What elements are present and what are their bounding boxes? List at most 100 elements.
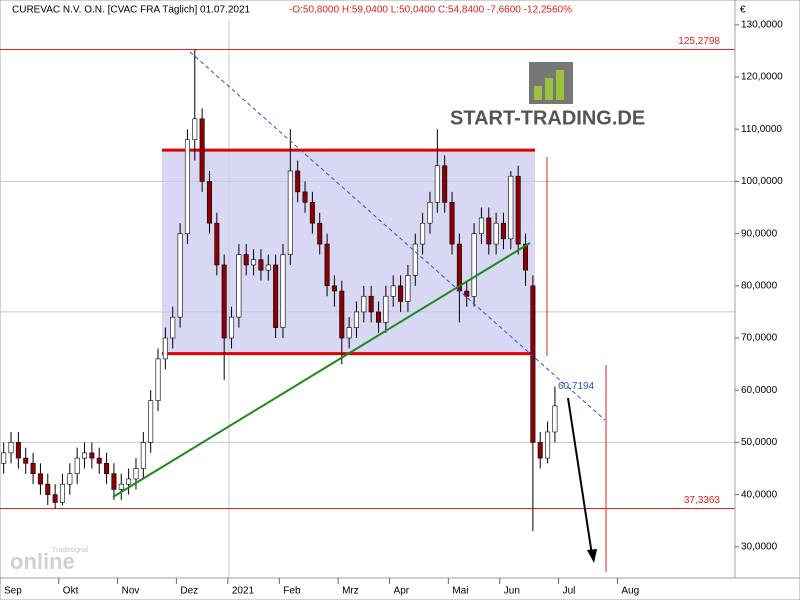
x-tick-label: Feb: [283, 586, 301, 597]
plot: [0, 48, 735, 532]
logo-bar: [545, 78, 553, 100]
candle-body: [251, 259, 257, 266]
x-tick-label: Mrz: [342, 586, 359, 597]
candle-body: [383, 295, 389, 323]
chart-title: CUREVAC N.V. O.N. [CVAC FRA Täglich] 01.…: [12, 5, 251, 16]
candle-body: [82, 452, 88, 459]
arrow-line: [567, 397, 593, 556]
candle-body: [493, 222, 499, 245]
candle-body: [324, 243, 330, 287]
candle-body: [500, 222, 506, 240]
candle-body: [140, 442, 146, 469]
candle-body: [295, 170, 301, 193]
candle-body: [523, 243, 529, 271]
candle-body: [162, 337, 168, 360]
candle-body: [412, 243, 418, 276]
candle-body: [339, 290, 345, 339]
candle-body: [170, 316, 176, 339]
y-tick-label: 70,0000: [741, 333, 778, 344]
candle-body: [243, 254, 249, 266]
watermark: Tradesignal online: [10, 547, 89, 574]
candle-body: [118, 483, 124, 490]
watermark-top: Tradesignal: [52, 547, 89, 554]
candle-body: [265, 264, 271, 271]
x-tick-label: Sep: [4, 586, 22, 597]
y-tick-label: 120,0000: [741, 72, 783, 83]
x-tick-label: Jun: [504, 586, 520, 597]
drawings: [112, 51, 607, 572]
x-tick-label: Apr: [394, 586, 410, 597]
y-tick-label: 110,0000: [741, 124, 782, 135]
y-tick-label: 50,0000: [741, 437, 778, 448]
candle-body: [390, 285, 396, 297]
candle-body: [89, 452, 95, 459]
candle-body: [287, 170, 293, 255]
candle-body: [515, 175, 521, 245]
candle-body: [177, 233, 183, 318]
candle-body: [23, 457, 29, 464]
candle-body: [126, 478, 132, 485]
logo-bar: [556, 70, 564, 100]
candle-body: [30, 462, 36, 475]
candle-body: [331, 285, 337, 292]
candle-body: [508, 175, 514, 240]
quote: -O:50,8000 H:59,0400 L:50,0400 C:54,8400…: [289, 5, 572, 16]
x-tick-label: Jul: [563, 586, 576, 597]
x-tick-label: Aug: [621, 586, 639, 597]
candle-body: [236, 254, 242, 318]
candle-body: [471, 233, 477, 297]
x-tick-label: Mai: [452, 586, 468, 597]
candle-body: [104, 462, 110, 475]
candle-body: [434, 165, 440, 203]
y-tick-label: 90,0000: [741, 228, 778, 239]
price-label: 60,7194: [558, 381, 595, 392]
arrow-head: [587, 549, 597, 563]
candle-body: [420, 222, 426, 245]
candle-body: [280, 254, 286, 328]
candle-body: [368, 295, 374, 313]
candle-body: [206, 181, 212, 224]
candle-body: [309, 202, 315, 224]
candle-body: [398, 285, 404, 302]
candle-body: [545, 431, 551, 459]
candle-body: [449, 202, 455, 245]
candle-body: [37, 473, 43, 485]
logo-text: START-TRADING.DE: [450, 107, 645, 129]
y-tick-label: 80,0000: [741, 280, 778, 291]
candle-body: [74, 457, 80, 475]
candle-body: [148, 400, 154, 443]
y-tick-label: 130,0000: [741, 19, 783, 30]
candle-body: [427, 202, 433, 224]
candle-body: [258, 259, 264, 271]
level-label: 37,3363: [684, 495, 721, 506]
candle-body: [530, 285, 536, 443]
candle-body: [52, 494, 58, 503]
candle-body: [67, 473, 73, 485]
candle-body: [478, 217, 484, 234]
x-tick-label: 2021: [232, 586, 255, 597]
candle-body: [537, 442, 543, 459]
y-tick-label: 100,0000: [741, 176, 783, 187]
candle-body: [111, 473, 117, 490]
candle-body: [464, 290, 470, 297]
trendline-support: [112, 242, 531, 498]
candle-body: [155, 358, 161, 401]
candle-body: [59, 483, 65, 503]
candle-body: [96, 457, 102, 464]
candle-body: [317, 222, 323, 245]
currency: €: [740, 5, 746, 16]
x-tick-label: Okt: [63, 586, 79, 597]
candle-body: [184, 139, 190, 234]
candle-body: [552, 405, 558, 433]
candle-body: [229, 316, 235, 339]
candle-body: [273, 264, 279, 328]
logo-bar: [534, 86, 542, 100]
candle-body: [15, 442, 21, 459]
x-tick-label: Nov: [122, 586, 140, 597]
candle-body: [353, 311, 359, 328]
candle-body: [405, 275, 411, 302]
y-tick-label: 40,0000: [741, 489, 778, 500]
y-tick-label: 60,0000: [741, 385, 778, 396]
candle-body: [302, 191, 308, 203]
